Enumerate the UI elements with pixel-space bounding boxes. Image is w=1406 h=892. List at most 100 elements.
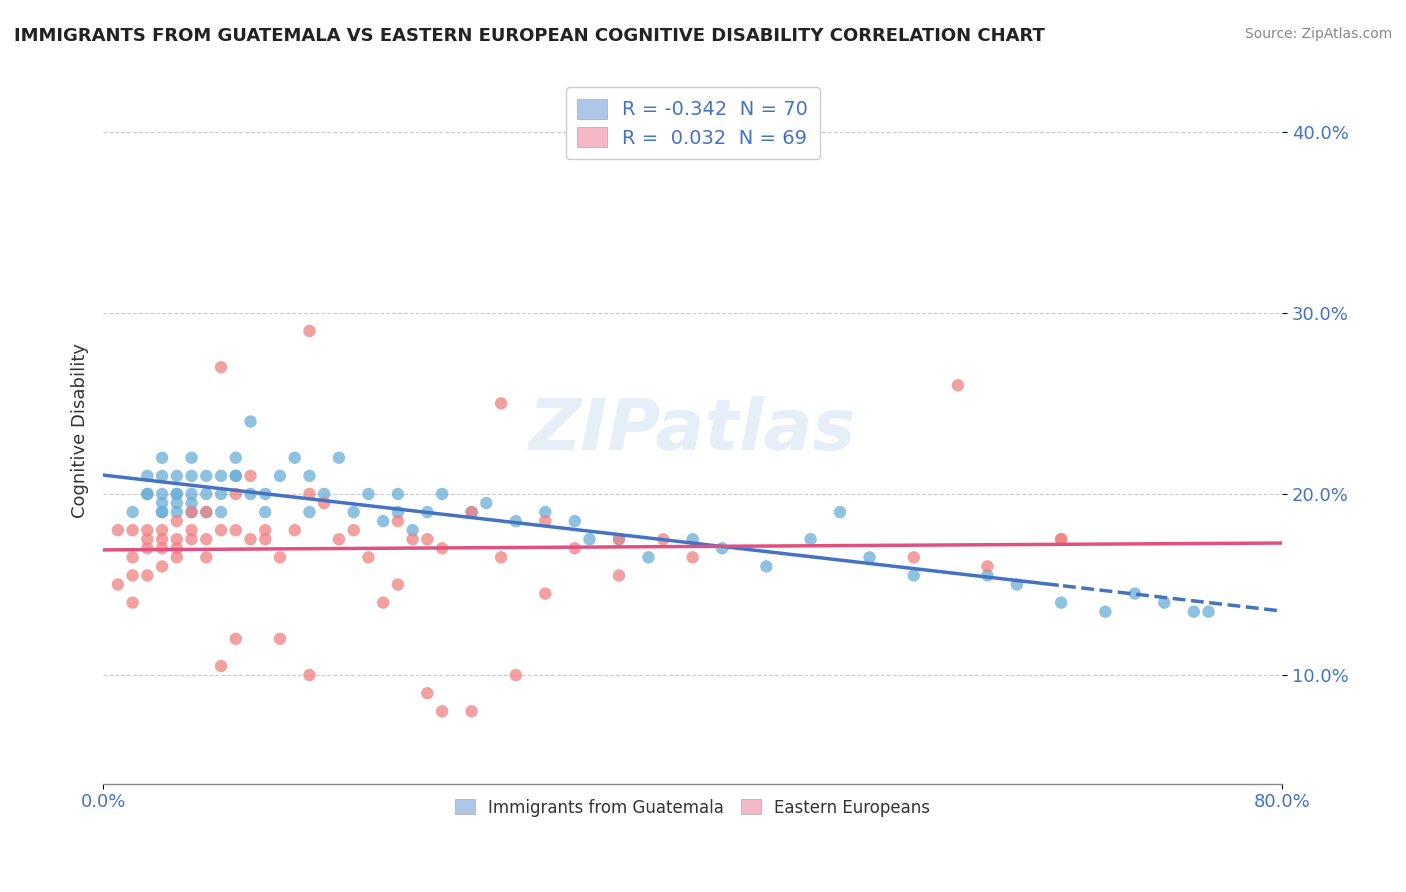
Point xyxy=(858,550,880,565)
Point xyxy=(180,450,202,465)
Point xyxy=(682,533,704,547)
Point xyxy=(121,523,143,537)
Point xyxy=(195,550,218,565)
Point xyxy=(1182,605,1205,619)
Point xyxy=(107,523,129,537)
Point xyxy=(946,378,969,392)
Point xyxy=(150,533,173,547)
Point xyxy=(254,533,277,547)
Point xyxy=(1198,605,1220,619)
Point xyxy=(239,487,262,501)
Point xyxy=(1005,577,1028,591)
Point xyxy=(254,487,277,501)
Point xyxy=(298,487,321,501)
Point xyxy=(225,632,247,646)
Point xyxy=(254,523,277,537)
Point xyxy=(903,568,925,582)
Point xyxy=(328,533,350,547)
Point xyxy=(150,487,173,501)
Point xyxy=(284,523,307,537)
Legend: Immigrants from Guatemala, Eastern Europeans: Immigrants from Guatemala, Eastern Europ… xyxy=(447,790,939,825)
Point xyxy=(430,704,453,718)
Point xyxy=(209,505,232,519)
Point xyxy=(225,450,247,465)
Point xyxy=(209,360,232,375)
Point xyxy=(578,533,600,547)
Point xyxy=(239,533,262,547)
Point xyxy=(430,541,453,556)
Point xyxy=(1094,605,1116,619)
Point xyxy=(755,559,778,574)
Point xyxy=(489,396,512,410)
Point xyxy=(387,514,409,528)
Point xyxy=(136,523,159,537)
Point xyxy=(166,550,188,565)
Point xyxy=(314,496,336,510)
Point xyxy=(150,496,173,510)
Point xyxy=(534,514,557,528)
Point xyxy=(269,468,291,483)
Point xyxy=(505,668,527,682)
Point xyxy=(343,523,366,537)
Point xyxy=(800,533,823,547)
Point xyxy=(150,541,173,556)
Point xyxy=(534,505,557,519)
Point xyxy=(209,468,232,483)
Point xyxy=(166,468,188,483)
Point xyxy=(637,550,659,565)
Point xyxy=(150,505,173,519)
Point xyxy=(239,415,262,429)
Point xyxy=(150,468,173,483)
Point xyxy=(1050,533,1073,547)
Point xyxy=(387,505,409,519)
Point xyxy=(607,533,630,547)
Point xyxy=(107,577,129,591)
Point xyxy=(239,468,262,483)
Point xyxy=(150,505,173,519)
Point xyxy=(121,596,143,610)
Point xyxy=(711,541,734,556)
Point xyxy=(284,450,307,465)
Point xyxy=(180,505,202,519)
Point xyxy=(121,568,143,582)
Point xyxy=(225,523,247,537)
Point xyxy=(1050,533,1073,547)
Point xyxy=(209,523,232,537)
Point xyxy=(976,559,998,574)
Point xyxy=(489,550,512,565)
Point xyxy=(180,496,202,510)
Point xyxy=(373,596,395,610)
Point xyxy=(225,468,247,483)
Point xyxy=(225,487,247,501)
Point xyxy=(150,523,173,537)
Point xyxy=(269,632,291,646)
Point xyxy=(373,514,395,528)
Point xyxy=(180,505,202,519)
Point xyxy=(195,468,218,483)
Point xyxy=(136,487,159,501)
Point xyxy=(357,550,380,565)
Point xyxy=(180,487,202,501)
Point xyxy=(1153,596,1175,610)
Point xyxy=(328,450,350,465)
Point xyxy=(150,450,173,465)
Point xyxy=(225,468,247,483)
Point xyxy=(416,686,439,700)
Point xyxy=(1123,586,1146,600)
Point xyxy=(166,541,188,556)
Point xyxy=(136,468,159,483)
Point xyxy=(607,568,630,582)
Point xyxy=(430,487,453,501)
Point xyxy=(254,505,277,519)
Point xyxy=(298,668,321,682)
Point xyxy=(387,577,409,591)
Point xyxy=(976,568,998,582)
Point xyxy=(136,568,159,582)
Point xyxy=(607,533,630,547)
Point xyxy=(460,704,482,718)
Point xyxy=(401,533,423,547)
Point xyxy=(180,468,202,483)
Point xyxy=(416,533,439,547)
Point xyxy=(121,505,143,519)
Point xyxy=(269,550,291,565)
